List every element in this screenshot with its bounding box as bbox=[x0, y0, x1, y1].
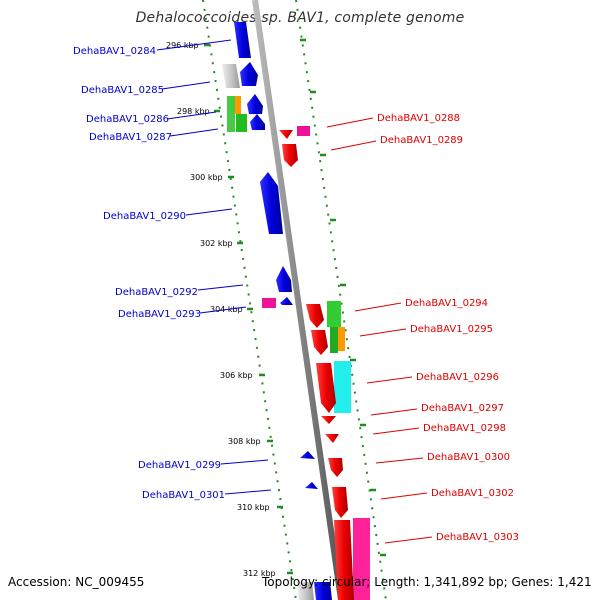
gene-label-0293: DehaBAV1_0293 bbox=[118, 309, 201, 320]
gene-label-0296: DehaBAV1_0296 bbox=[416, 372, 499, 383]
tick-marks-right bbox=[300, 38, 386, 557]
gene-feature-0303 bbox=[334, 520, 354, 600]
gene-label-0290: DehaBAV1_0290 bbox=[103, 211, 186, 222]
gene-label-0294: DehaBAV1_0294 bbox=[405, 298, 488, 309]
gene-feature-0298 bbox=[325, 434, 339, 443]
gene-label-0292: DehaBAV1_0292 bbox=[115, 287, 198, 298]
forward-genes bbox=[222, 22, 332, 600]
left-gene-labels: DehaBAV1_0284 DehaBAV1_0285 DehaBAV1_028… bbox=[73, 46, 225, 501]
gene-feature-0295-green bbox=[330, 327, 338, 353]
tick-label: 300 kbp bbox=[190, 173, 223, 182]
gene-feature-0286-orange bbox=[235, 96, 241, 114]
genome-stats-text: Topology: circular; Length: 1,341,892 bp… bbox=[262, 575, 592, 589]
gene-feature-0295 bbox=[311, 330, 328, 355]
gene-feature-0287 bbox=[250, 114, 265, 130]
gene-feature-0289 bbox=[282, 144, 298, 167]
gene-label-0303: DehaBAV1_0303 bbox=[436, 532, 519, 543]
gene-feature-0301 bbox=[305, 482, 318, 489]
colored-genes bbox=[227, 96, 370, 600]
outer-left-dotted-track bbox=[202, 0, 297, 600]
gene-feature-bottom-gray bbox=[297, 582, 314, 600]
reverse-genes bbox=[279, 130, 354, 600]
gene-label-0289: DehaBAV1_0289 bbox=[380, 135, 463, 146]
inner-right-dotted-track bbox=[295, 0, 387, 600]
gene-feature-0295-orange bbox=[338, 327, 345, 351]
gene-label-0287: DehaBAV1_0287 bbox=[89, 132, 172, 143]
gene-feature-0297 bbox=[321, 416, 336, 424]
gene-feature-0292 bbox=[276, 266, 292, 292]
gene-feature-0290 bbox=[260, 172, 283, 234]
gene-label-0297: DehaBAV1_0297 bbox=[421, 403, 504, 414]
gene-feature-0286 bbox=[247, 94, 263, 114]
tick-label: 302 kbp bbox=[200, 239, 233, 248]
gene-feature-0302 bbox=[332, 487, 348, 518]
tick-label: 306 kbp bbox=[220, 371, 253, 380]
tick-label: 308 kbp bbox=[228, 437, 261, 446]
right-gene-labels: DehaBAV1_0288 DehaBAV1_0289 DehaBAV1_029… bbox=[377, 113, 519, 543]
gene-feature-0294 bbox=[306, 304, 324, 328]
gene-label-0301: DehaBAV1_0301 bbox=[142, 490, 225, 501]
gene-label-0302: DehaBAV1_0302 bbox=[431, 488, 514, 499]
gene-label-0284: DehaBAV1_0284 bbox=[73, 46, 156, 57]
gene-feature-0284 bbox=[234, 22, 251, 58]
gene-feature-0285 bbox=[240, 62, 258, 86]
gene-feature-0288-pink bbox=[297, 126, 310, 136]
gene-label-0285: DehaBAV1_0285 bbox=[81, 85, 164, 96]
gene-feature-0286-green bbox=[227, 96, 235, 132]
gene-feature-0296 bbox=[316, 363, 336, 413]
genome-backbone bbox=[252, 0, 344, 600]
tick-label: 296 kbp bbox=[166, 41, 199, 50]
gene-feature-0292b bbox=[280, 297, 293, 305]
gene-label-0295: DehaBAV1_0295 bbox=[410, 324, 493, 335]
accession-text: Accession: NC_009455 bbox=[8, 575, 145, 589]
gene-feature-0288 bbox=[279, 130, 293, 139]
right-leader-lines bbox=[326, 117, 433, 544]
gene-feature-0285b bbox=[222, 64, 240, 88]
gene-label-0298: DehaBAV1_0298 bbox=[423, 423, 506, 434]
map-title: Dehalococcoides sp. BAV1, complete genom… bbox=[135, 10, 465, 26]
gene-label-0299: DehaBAV1_0299 bbox=[138, 460, 221, 471]
gene-feature-0296-cyan bbox=[334, 361, 351, 413]
gene-feature-0287-green bbox=[236, 114, 247, 132]
tick-label: 310 kbp bbox=[237, 503, 270, 512]
left-leader-lines bbox=[156, 39, 272, 495]
gene-feature-0303-pink bbox=[353, 518, 370, 600]
gene-feature-0300 bbox=[328, 458, 343, 477]
gene-label-0288: DehaBAV1_0288 bbox=[377, 113, 460, 124]
gene-label-0300: DehaBAV1_0300 bbox=[427, 452, 510, 463]
gene-feature-0293-pink bbox=[262, 298, 276, 308]
tick-marks bbox=[204, 43, 293, 575]
tick-label: 298 kbp bbox=[177, 107, 210, 116]
gene-feature-0294-green bbox=[327, 301, 341, 327]
gene-feature-0299 bbox=[300, 451, 315, 459]
tick-label: 312 kbp bbox=[243, 569, 276, 578]
gene-feature-bottom bbox=[314, 582, 332, 600]
gene-label-0286: DehaBAV1_0286 bbox=[86, 114, 169, 125]
